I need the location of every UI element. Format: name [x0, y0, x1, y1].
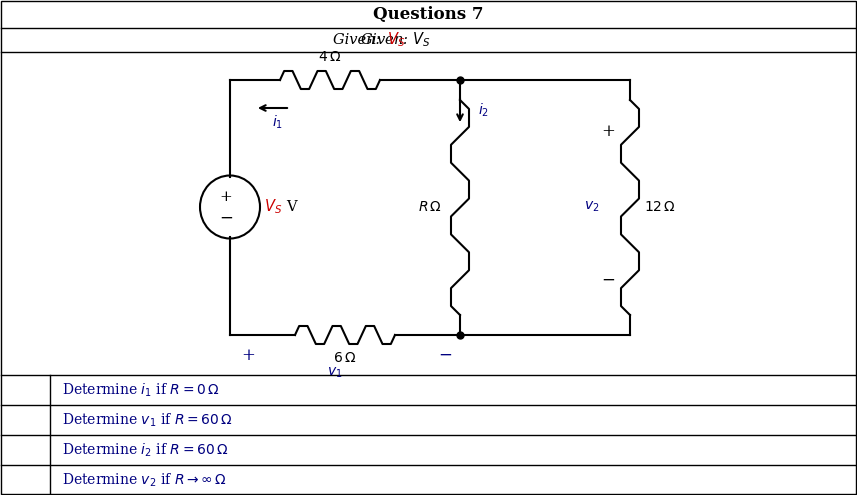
Text: $R\,\Omega$: $R\,\Omega$	[418, 200, 442, 214]
Text: $i_1$: $i_1$	[272, 113, 283, 131]
Text: $6\,\Omega$: $6\,\Omega$	[333, 351, 357, 365]
Text: Questions 7: Questions 7	[373, 5, 483, 22]
Text: Determine $v_2$ if $R \rightarrow \infty\,\Omega$: Determine $v_2$ if $R \rightarrow \infty…	[62, 471, 227, 489]
Text: Determine $v_1$ if $R = 60\,\Omega$: Determine $v_1$ if $R = 60\,\Omega$	[62, 411, 233, 429]
Text: $V_S$: $V_S$	[264, 198, 282, 216]
Text: $V_S$: $V_S$	[387, 31, 405, 50]
Text: −: −	[601, 271, 615, 289]
Text: +: +	[601, 123, 615, 141]
Text: Given:: Given:	[333, 33, 385, 47]
Text: V: V	[286, 200, 297, 214]
Text: +: +	[241, 346, 255, 363]
Text: −: −	[438, 346, 452, 363]
Text: +: +	[219, 190, 232, 204]
Text: $v_2$: $v_2$	[584, 200, 600, 214]
Text: Determine $i_1$ if $R = 0\,\Omega$: Determine $i_1$ if $R = 0\,\Omega$	[62, 381, 219, 398]
Text: $v_1$: $v_1$	[327, 366, 343, 380]
Text: $i_2$: $i_2$	[478, 101, 489, 119]
Text: Determine $i_2$ if $R = 60\,\Omega$: Determine $i_2$ if $R = 60\,\Omega$	[62, 442, 229, 459]
Text: Given: $V_S$: Given: $V_S$	[360, 31, 430, 50]
Text: $4\,\Omega$: $4\,\Omega$	[319, 50, 342, 64]
Text: −: −	[219, 209, 233, 227]
Text: $12\,\Omega$: $12\,\Omega$	[644, 200, 676, 214]
